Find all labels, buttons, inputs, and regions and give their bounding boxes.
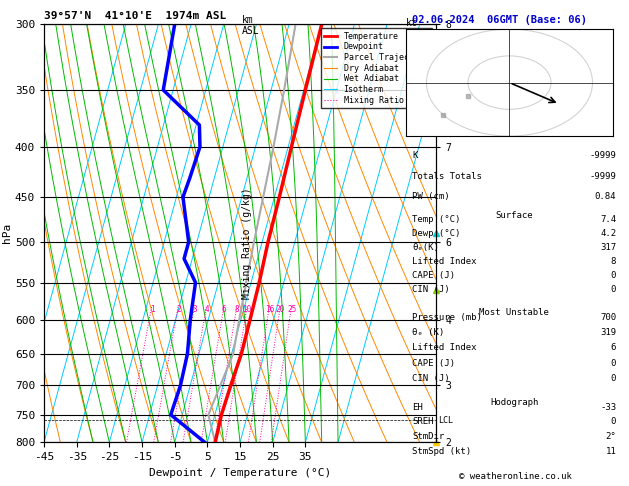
Text: 2°: 2° [606,432,616,441]
Text: Totals Totals: Totals Totals [412,172,482,181]
Text: θₑ (K): θₑ (K) [412,328,445,337]
Text: K: K [412,152,418,160]
Text: 10: 10 [243,305,252,314]
Text: 4.2: 4.2 [600,229,616,238]
Text: 11: 11 [606,447,616,456]
Text: StmDir: StmDir [412,432,445,441]
Text: -9999: -9999 [589,172,616,181]
Text: θₑ(K): θₑ(K) [412,243,439,252]
Text: 0: 0 [611,417,616,426]
Text: 2: 2 [176,305,181,314]
Text: Lifted Index: Lifted Index [412,344,477,352]
Text: 0: 0 [611,374,616,383]
Text: CAPE (J): CAPE (J) [412,359,455,368]
Text: km
ASL: km ASL [242,15,260,36]
Text: Hodograph: Hodograph [490,398,538,407]
Text: Temp (°C): Temp (°C) [412,215,460,224]
Text: 0: 0 [611,359,616,368]
Text: -9999: -9999 [589,152,616,160]
Text: 8: 8 [611,257,616,266]
Text: 16: 16 [265,305,274,314]
Text: kt: kt [406,18,418,28]
Text: 1: 1 [150,305,154,314]
Text: 7.4: 7.4 [600,215,616,224]
Text: Dewp (°C): Dewp (°C) [412,229,460,238]
Text: 4: 4 [204,305,209,314]
Text: CIN (J): CIN (J) [412,374,450,383]
Text: 8: 8 [235,305,239,314]
Text: CIN (J): CIN (J) [412,285,450,294]
Text: -33: -33 [600,402,616,412]
Text: Mixing Ratio (g/kg): Mixing Ratio (g/kg) [242,187,252,299]
Text: 6: 6 [222,305,226,314]
Text: SREH: SREH [412,417,434,426]
Text: 3: 3 [192,305,197,314]
Text: LCL: LCL [438,416,453,425]
Text: 02.06.2024  06GMT (Base: 06): 02.06.2024 06GMT (Base: 06) [412,15,587,25]
Text: 700: 700 [600,313,616,322]
Text: Lifted Index: Lifted Index [412,257,477,266]
Text: 317: 317 [600,243,616,252]
Text: EH: EH [412,402,423,412]
Text: Most Unstable: Most Unstable [479,308,549,317]
Text: 0: 0 [611,271,616,280]
Text: 39°57'N  41°10'E  1974m ASL: 39°57'N 41°10'E 1974m ASL [44,11,226,21]
Legend: Temperature, Dewpoint, Parcel Trajectory, Dry Adiabat, Wet Adiabat, Isotherm, Mi: Temperature, Dewpoint, Parcel Trajectory… [321,29,432,108]
Text: StmSpd (kt): StmSpd (kt) [412,447,471,456]
X-axis label: Dewpoint / Temperature (°C): Dewpoint / Temperature (°C) [149,468,331,478]
Text: 25: 25 [287,305,296,314]
Text: 0: 0 [611,285,616,294]
Text: CAPE (J): CAPE (J) [412,271,455,280]
Text: Surface: Surface [496,210,533,220]
Text: 319: 319 [600,328,616,337]
Text: PW (cm): PW (cm) [412,192,450,201]
Y-axis label: hPa: hPa [2,223,12,243]
Text: 20: 20 [276,305,285,314]
Text: © weatheronline.co.uk: © weatheronline.co.uk [459,472,572,481]
Text: 6: 6 [611,344,616,352]
Text: Pressure (mb): Pressure (mb) [412,313,482,322]
Text: 0.84: 0.84 [594,192,616,201]
